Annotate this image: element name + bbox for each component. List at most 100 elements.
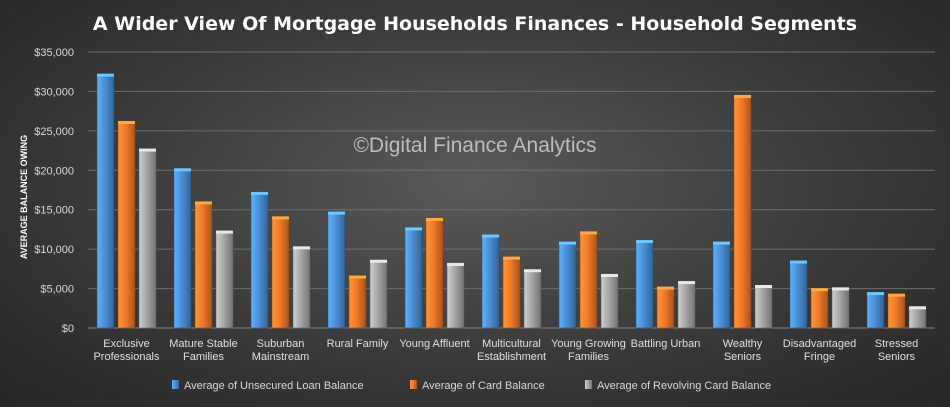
bar-cap: [97, 73, 114, 77]
bar-cap: [216, 230, 233, 234]
category-label: Rural Family: [327, 338, 389, 350]
bar-cap: [580, 231, 597, 235]
bar-cap: [559, 241, 576, 245]
bar-cap: [909, 306, 926, 310]
bar-cap: [755, 284, 772, 288]
bar-cap: [293, 246, 310, 250]
bar-cap: [195, 201, 212, 205]
legend-label: Average of Revolving Card Balance: [597, 380, 771, 392]
category-label: Young Affluent: [399, 338, 469, 350]
bar-1-5: [404, 229, 423, 329]
y-axis-label: AVERAGE BALANCE OWING: [19, 135, 29, 259]
y-tick-label: $35,000: [34, 47, 74, 59]
bar-cap: [832, 287, 849, 291]
y-tick-label: $15,000: [34, 205, 74, 217]
bar-cap: [503, 256, 520, 260]
category-label: Wealthy: [723, 338, 763, 350]
bar-cap: [447, 262, 464, 266]
bar-cap: [405, 227, 422, 231]
watermark-text: ©Digital Finance Analytics: [353, 134, 596, 157]
bar-1-8: [635, 241, 654, 329]
y-tick-label: $0: [62, 323, 74, 335]
bar-cap: [426, 217, 443, 221]
bar-cap: [349, 275, 366, 279]
bar-2-2: [194, 203, 213, 329]
category-label: Multicultural: [482, 338, 541, 350]
category-label: Young Growing: [551, 338, 626, 350]
category-label: Establishment: [477, 351, 546, 363]
y-tick-label: $10,000: [34, 244, 74, 256]
category-label: Battling Urban: [631, 338, 701, 350]
y-tick-label: $5,000: [40, 284, 74, 296]
bar-1-4: [327, 213, 346, 329]
bar-cap: [139, 148, 156, 152]
bar-1-11: [866, 293, 885, 329]
bar-cap: [734, 94, 751, 98]
category-label: Mature Stable: [169, 338, 237, 350]
bar-3-10: [831, 289, 850, 329]
bar-cap: [524, 269, 541, 273]
category-label: Seniors: [724, 351, 762, 363]
bar-2-7: [579, 233, 598, 329]
bar-1-1: [96, 75, 115, 329]
bar-3-2: [215, 232, 234, 329]
bar-1-6: [481, 236, 500, 329]
bar-cap: [636, 240, 653, 244]
bar-3-5: [446, 264, 465, 329]
legend: Average of Unsecured Loan Balance Average…: [172, 380, 771, 392]
category-label: Suburban: [257, 338, 305, 350]
bar-cap: [657, 286, 674, 290]
bar-cap: [370, 259, 387, 263]
bar-1-10: [789, 262, 808, 329]
bar-3-11: [908, 307, 927, 329]
chart-title: A Wider View Of Mortgage Households Fina…: [93, 13, 857, 35]
category-label: Families: [568, 351, 609, 363]
bar-2-11: [887, 295, 906, 329]
y-tick-label: $30,000: [34, 86, 74, 98]
bar-cap: [174, 168, 191, 172]
category-label: Families: [183, 351, 224, 363]
bar-3-6: [523, 270, 542, 329]
bar-cap: [601, 273, 618, 277]
bar-1-7: [558, 243, 577, 329]
bar-cap: [482, 234, 499, 238]
bar-3-9: [754, 286, 773, 329]
bar-3-1: [138, 150, 157, 329]
bar-2-1: [117, 122, 136, 329]
y-tick-label: $20,000: [34, 165, 74, 177]
category-label: Exclusive: [103, 338, 149, 350]
y-tick-label: $25,000: [34, 126, 74, 138]
bar-cap: [888, 293, 905, 297]
bar-cap: [678, 281, 695, 285]
bar-2-4: [348, 277, 367, 329]
category-label: Fringe: [804, 351, 835, 363]
bar-1-9: [712, 243, 731, 329]
legend-swatch: [585, 380, 592, 389]
bar-1-3: [250, 193, 269, 329]
bar-2-8: [656, 288, 675, 329]
bar-2-10: [810, 289, 829, 329]
bar-1-2: [173, 169, 192, 329]
bar-3-3: [292, 248, 311, 329]
legend-swatch: [410, 380, 417, 389]
bar-2-6: [502, 258, 521, 329]
bars: [96, 73, 927, 329]
y-axis-ticks: $0 $5,000 $10,000 $15,000 $20,000 $25,000 $30,…: [34, 47, 74, 335]
bar-cap: [867, 292, 884, 296]
legend-swatch: [172, 380, 179, 389]
bar-cap: [272, 216, 289, 220]
bar-cap: [118, 120, 135, 124]
bar-cap: [251, 191, 268, 195]
bar-2-5: [425, 219, 444, 329]
category-label: Mainstream: [252, 351, 309, 363]
bar-2-3: [271, 218, 290, 329]
category-label: Seniors: [878, 351, 916, 363]
legend-label: Average of Unsecured Loan Balance: [184, 380, 364, 392]
category-label: Professionals: [93, 351, 160, 363]
bar-cap: [328, 211, 345, 215]
bar-3-4: [369, 261, 388, 329]
bar-cap: [790, 260, 807, 264]
category-label: Disadvantaged: [783, 338, 856, 350]
